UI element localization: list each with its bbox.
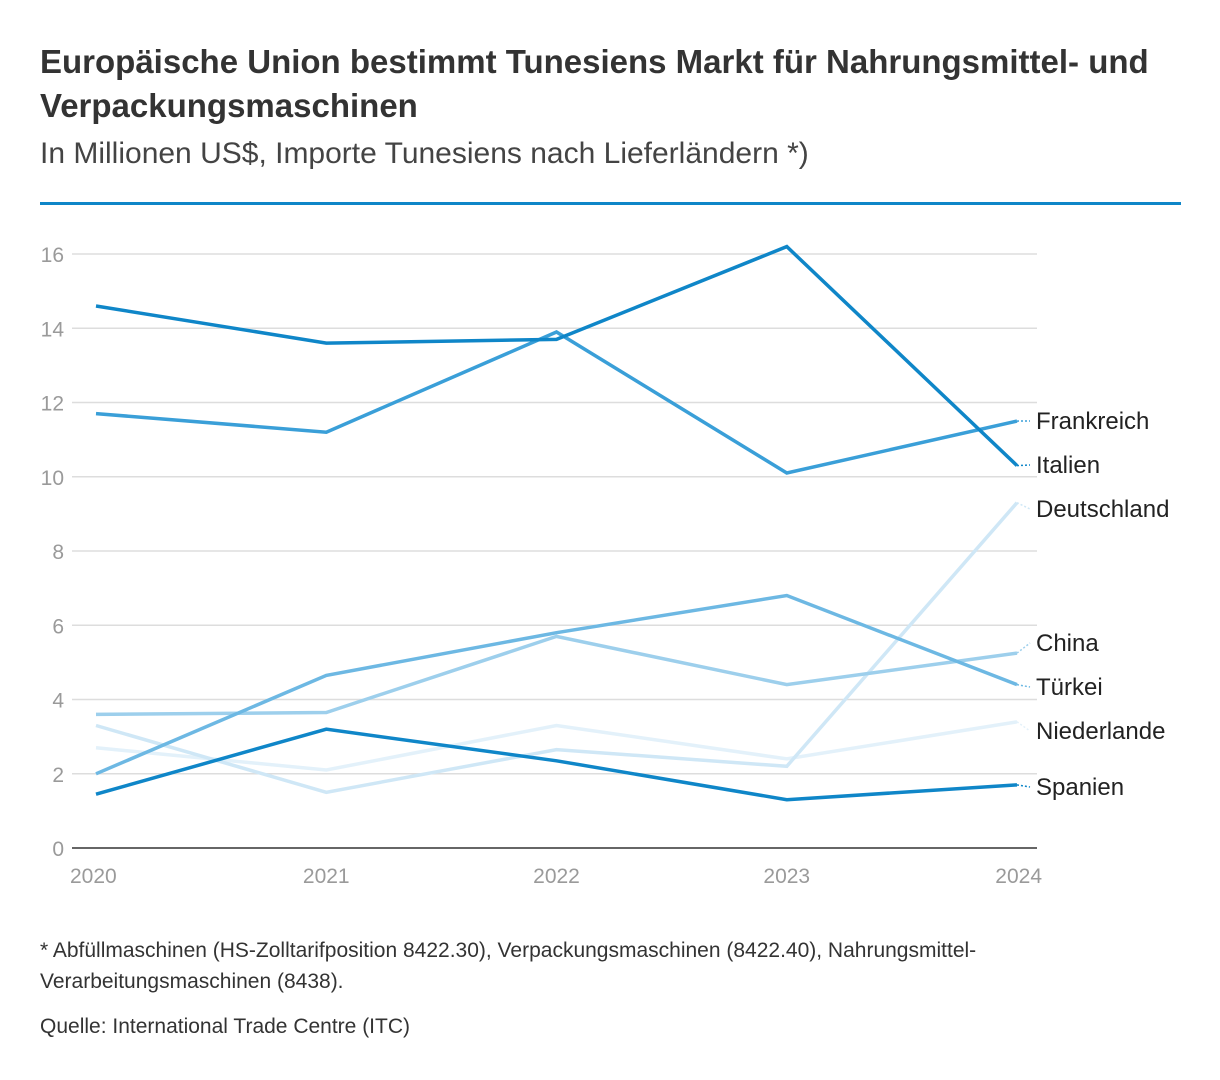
x-tick-label: 2022 <box>533 865 580 888</box>
series-line-china <box>95 634 1018 717</box>
series-lines <box>95 244 1019 802</box>
chart-subtitle: In Millionen US$, Importe Tunesiens nach… <box>40 137 809 170</box>
series-label-frankreich: Frankreich <box>1036 408 1149 435</box>
series-line-frankreich <box>95 330 1018 475</box>
label-leader <box>1016 784 1031 788</box>
x-tick-label: 2021 <box>303 865 350 888</box>
y-tick-label: 6 <box>52 615 64 638</box>
series-label-niederlande: Niederlande <box>1036 718 1165 745</box>
series-line-niederlande <box>95 720 1018 772</box>
footnote: * Abfüllmaschinen (HS-Zolltarifposition … <box>40 939 977 993</box>
series-label-t-rkei: Türkei <box>1036 674 1103 701</box>
series-line-t-rkei <box>95 593 1018 776</box>
label-leader <box>1016 721 1031 732</box>
source-note: Quelle: International Trade Centre (ITC) <box>40 1015 411 1038</box>
y-tick-label: 14 <box>41 318 65 341</box>
title-rule <box>40 202 1181 205</box>
y-tick-label: 16 <box>41 244 64 267</box>
y-tick-label: 12 <box>41 393 64 416</box>
series-line-italien <box>95 244 1019 467</box>
series-labels: Niederlande Deutschland China Türkei Frankre… <box>1016 408 1169 801</box>
series-line-deutschland <box>95 501 1019 795</box>
series-label-spanien: Spanien <box>1036 774 1124 801</box>
x-tick-label: 2020 <box>70 865 117 888</box>
y-tick-label: 0 <box>52 838 64 861</box>
y-tick-label: 2 <box>52 764 64 787</box>
series-label-deutschland: Deutschland <box>1036 496 1169 523</box>
y-axis-ticks: 0 2 4 6 8 10 12 14 16 <box>41 244 65 861</box>
y-tick-label: 4 <box>52 690 64 713</box>
line-chart: 0 2 4 6 8 10 12 14 16 2020 2021 2022 2023 2024 Niede… <box>41 244 1170 888</box>
x-axis-ticks: 2020 2021 2022 2023 2024 <box>70 865 1042 888</box>
chart-title: Europäische Union bestimmt Tunesiens Mar… <box>40 43 1149 124</box>
label-leader <box>1016 683 1031 688</box>
series-label-italien: Italien <box>1036 452 1100 479</box>
y-tick-label: 8 <box>52 541 64 564</box>
x-tick-label: 2023 <box>763 865 810 888</box>
x-tick-label: 2024 <box>995 865 1042 888</box>
label-leader <box>1016 642 1031 654</box>
y-tick-label: 10 <box>41 467 64 490</box>
series-line-spanien <box>95 727 1018 802</box>
label-leader <box>1016 502 1031 510</box>
label-leader <box>1016 464 1031 467</box>
series-label-china: China <box>1036 630 1099 657</box>
